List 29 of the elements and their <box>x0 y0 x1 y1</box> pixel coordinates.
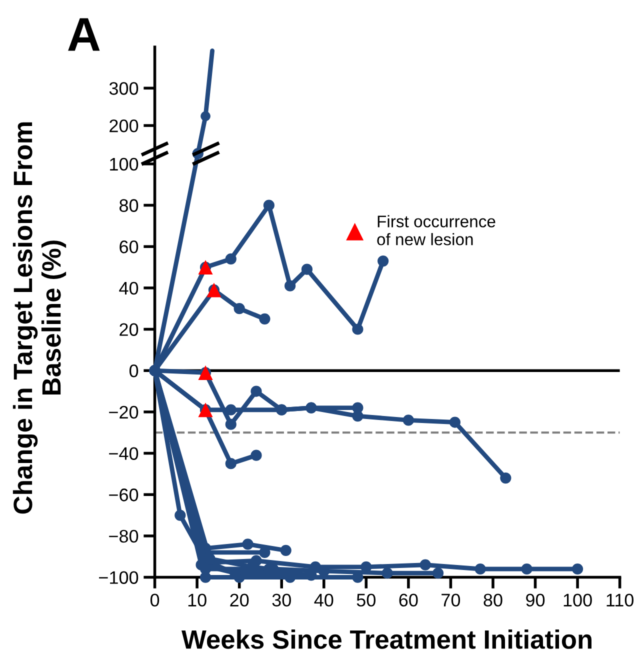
x-tick-label: 50 <box>356 594 376 606</box>
y-tick-label: −100 <box>99 571 138 584</box>
legend-label: First occurrence of new lesion <box>377 215 496 246</box>
y-axis-title: Change in Target Lesions From Baseline (%) <box>12 122 66 514</box>
x-tick-label: 40 <box>314 594 334 606</box>
x-tick-label: 80 <box>484 594 502 606</box>
x-tick-label: 70 <box>442 594 460 606</box>
y-tick-label: −60 <box>109 488 138 502</box>
y-tick-label: 40 <box>119 282 138 295</box>
y-tick-label: −40 <box>109 447 138 460</box>
x-tick-label: 20 <box>230 594 249 606</box>
x-tick-label: 10 <box>188 594 206 606</box>
x-tick-label: 90 <box>526 594 545 606</box>
x-axis-title: Weeks Since Treatment Initiation <box>182 630 592 649</box>
x-tick-label: 100 <box>564 594 592 606</box>
y-tick-label: 80 <box>120 199 138 212</box>
y-tick-label: 200 <box>110 119 138 132</box>
y-tick-label: 60 <box>120 240 138 254</box>
x-tick-label: 0 <box>150 594 160 606</box>
x-tick-label: 30 <box>272 594 291 606</box>
y-tick-label: 0 <box>129 364 138 378</box>
x-tick-label: 110 <box>606 594 634 606</box>
x-tick-label: 60 <box>399 594 418 606</box>
chart-title: A <box>68 18 100 51</box>
y-tick-label: −80 <box>109 530 138 543</box>
y-tick-label: 20 <box>120 323 138 336</box>
y-tick-label: −20 <box>109 406 138 419</box>
y-tick-label: 300 <box>109 82 138 95</box>
y-tick-label: 100 <box>110 158 138 171</box>
